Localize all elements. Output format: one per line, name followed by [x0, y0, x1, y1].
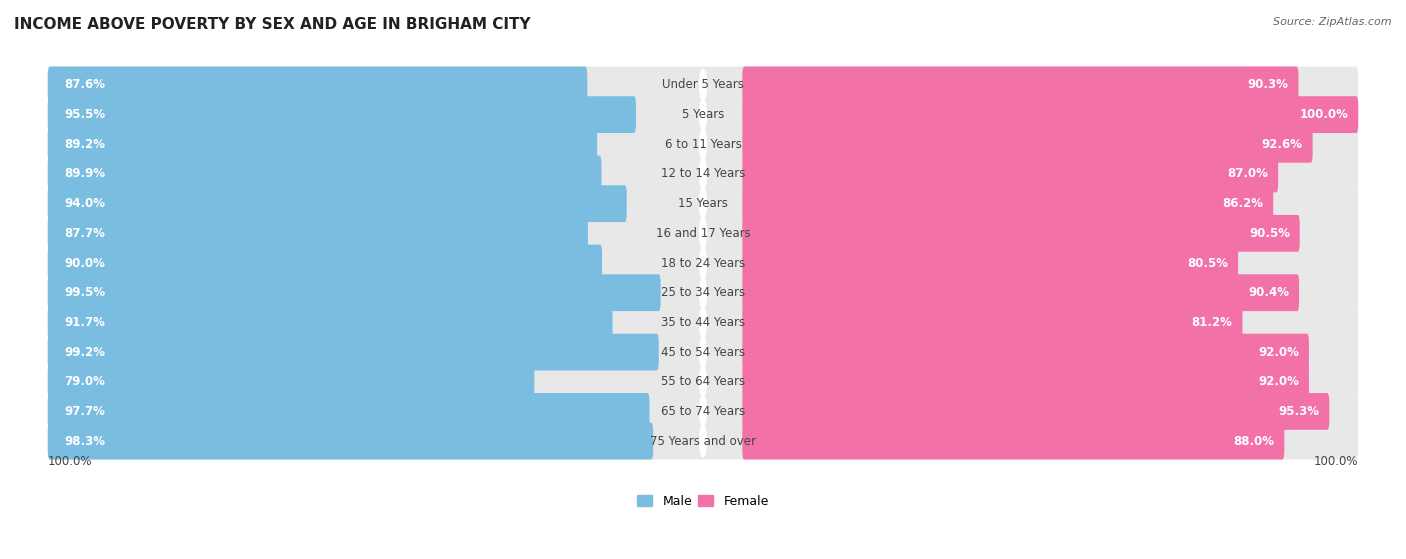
Text: 15 Years: 15 Years	[678, 197, 728, 210]
Text: 81.2%: 81.2%	[1192, 316, 1233, 329]
Text: 80.5%: 80.5%	[1187, 257, 1229, 269]
Text: 95.3%: 95.3%	[1278, 405, 1319, 418]
Text: 92.0%: 92.0%	[1258, 345, 1299, 358]
FancyBboxPatch shape	[742, 245, 1239, 281]
FancyBboxPatch shape	[48, 126, 598, 163]
FancyBboxPatch shape	[48, 245, 1358, 281]
FancyBboxPatch shape	[48, 96, 1358, 133]
Text: 92.6%: 92.6%	[1261, 138, 1303, 151]
Circle shape	[700, 307, 706, 338]
Text: 5 Years: 5 Years	[682, 108, 724, 121]
FancyBboxPatch shape	[48, 215, 1358, 252]
FancyBboxPatch shape	[48, 126, 1358, 163]
FancyBboxPatch shape	[48, 245, 602, 281]
Text: 98.3%: 98.3%	[65, 434, 105, 448]
Text: 90.0%: 90.0%	[65, 257, 105, 269]
Circle shape	[700, 188, 706, 219]
FancyBboxPatch shape	[48, 274, 1358, 311]
FancyBboxPatch shape	[48, 185, 1358, 222]
FancyBboxPatch shape	[742, 334, 1309, 371]
Text: 100.0%: 100.0%	[1299, 108, 1348, 121]
Circle shape	[700, 158, 706, 190]
FancyBboxPatch shape	[742, 423, 1284, 459]
FancyBboxPatch shape	[742, 274, 1299, 311]
FancyBboxPatch shape	[742, 96, 1358, 133]
Text: Source: ZipAtlas.com: Source: ZipAtlas.com	[1274, 17, 1392, 27]
Text: 86.2%: 86.2%	[1222, 197, 1264, 210]
FancyBboxPatch shape	[48, 215, 588, 252]
Text: 88.0%: 88.0%	[1233, 434, 1274, 448]
Circle shape	[700, 425, 706, 457]
Text: 100.0%: 100.0%	[1313, 456, 1358, 468]
Circle shape	[700, 277, 706, 309]
Text: 89.2%: 89.2%	[65, 138, 105, 151]
Text: 92.0%: 92.0%	[1258, 375, 1299, 389]
Text: 87.0%: 87.0%	[1227, 168, 1268, 181]
FancyBboxPatch shape	[48, 67, 1358, 103]
Text: 97.7%: 97.7%	[65, 405, 105, 418]
Text: 91.7%: 91.7%	[65, 316, 105, 329]
Text: 6 to 11 Years: 6 to 11 Years	[665, 138, 741, 151]
Text: 12 to 14 Years: 12 to 14 Years	[661, 168, 745, 181]
FancyBboxPatch shape	[48, 304, 613, 341]
Text: 25 to 34 Years: 25 to 34 Years	[661, 286, 745, 299]
Text: 75 Years and over: 75 Years and over	[650, 434, 756, 448]
FancyBboxPatch shape	[48, 155, 1358, 192]
FancyBboxPatch shape	[48, 393, 650, 430]
FancyBboxPatch shape	[742, 304, 1243, 341]
FancyBboxPatch shape	[742, 215, 1299, 252]
FancyBboxPatch shape	[742, 185, 1274, 222]
FancyBboxPatch shape	[48, 334, 1358, 371]
FancyBboxPatch shape	[48, 363, 534, 400]
FancyBboxPatch shape	[48, 423, 1358, 459]
FancyBboxPatch shape	[742, 363, 1309, 400]
Circle shape	[700, 217, 706, 249]
Text: 79.0%: 79.0%	[65, 375, 105, 389]
Circle shape	[700, 69, 706, 101]
FancyBboxPatch shape	[48, 185, 627, 222]
FancyBboxPatch shape	[48, 334, 659, 371]
Circle shape	[700, 99, 706, 130]
Text: 100.0%: 100.0%	[48, 456, 93, 468]
Text: 89.9%: 89.9%	[65, 168, 105, 181]
Text: 99.2%: 99.2%	[65, 345, 105, 358]
FancyBboxPatch shape	[48, 423, 654, 459]
FancyBboxPatch shape	[48, 363, 1358, 400]
Text: 90.3%: 90.3%	[1247, 78, 1289, 92]
FancyBboxPatch shape	[48, 67, 588, 103]
Circle shape	[700, 129, 706, 160]
Circle shape	[700, 366, 706, 397]
FancyBboxPatch shape	[48, 96, 636, 133]
FancyBboxPatch shape	[742, 155, 1278, 192]
Text: 99.5%: 99.5%	[65, 286, 105, 299]
Circle shape	[700, 396, 706, 427]
Text: 65 to 74 Years: 65 to 74 Years	[661, 405, 745, 418]
FancyBboxPatch shape	[742, 393, 1329, 430]
FancyBboxPatch shape	[742, 126, 1313, 163]
Text: 87.7%: 87.7%	[65, 227, 105, 240]
FancyBboxPatch shape	[48, 274, 661, 311]
Text: 45 to 54 Years: 45 to 54 Years	[661, 345, 745, 358]
Circle shape	[700, 248, 706, 279]
Text: Under 5 Years: Under 5 Years	[662, 78, 744, 92]
FancyBboxPatch shape	[48, 304, 1358, 341]
Text: 55 to 64 Years: 55 to 64 Years	[661, 375, 745, 389]
Legend: Male, Female: Male, Female	[633, 490, 773, 513]
FancyBboxPatch shape	[742, 67, 1299, 103]
Text: 95.5%: 95.5%	[65, 108, 105, 121]
Text: INCOME ABOVE POVERTY BY SEX AND AGE IN BRIGHAM CITY: INCOME ABOVE POVERTY BY SEX AND AGE IN B…	[14, 17, 530, 32]
Text: 87.6%: 87.6%	[65, 78, 105, 92]
Circle shape	[700, 337, 706, 368]
Text: 90.4%: 90.4%	[1249, 286, 1289, 299]
FancyBboxPatch shape	[48, 155, 602, 192]
Text: 90.5%: 90.5%	[1249, 227, 1289, 240]
Text: 16 and 17 Years: 16 and 17 Years	[655, 227, 751, 240]
Text: 18 to 24 Years: 18 to 24 Years	[661, 257, 745, 269]
Text: 35 to 44 Years: 35 to 44 Years	[661, 316, 745, 329]
Text: 94.0%: 94.0%	[65, 197, 105, 210]
FancyBboxPatch shape	[48, 393, 1358, 430]
